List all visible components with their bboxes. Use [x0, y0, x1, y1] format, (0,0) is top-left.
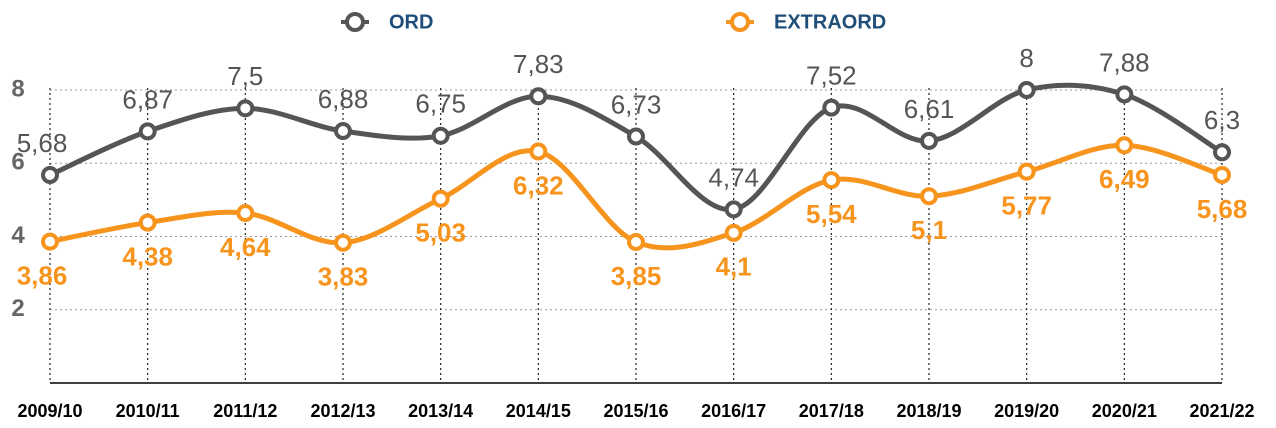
point [236, 99, 255, 118]
x-tick-label: 2016/17 [701, 401, 766, 421]
data-label: 5,1 [911, 215, 947, 245]
data-label: 6,49 [1099, 164, 1150, 194]
data-label: 3,85 [611, 261, 662, 291]
point [1213, 165, 1231, 184]
point [1115, 85, 1134, 104]
x-tick-label: 2013/14 [408, 401, 473, 421]
data-label: 6,88 [318, 84, 369, 114]
data-label: 5,54 [806, 199, 857, 229]
data-label: 6,61 [904, 94, 955, 124]
legend-label: EXTRAORD [774, 11, 886, 33]
x-tick-label: 2015/16 [603, 401, 668, 421]
x-tick-label: 2011/12 [213, 401, 277, 421]
data-label: 6,73 [611, 89, 662, 119]
data-label: 5,03 [415, 218, 466, 248]
x-tick-label: 2009/10 [17, 401, 82, 421]
x-tick-label: 2021/22 [1189, 401, 1254, 421]
data-label: 7,52 [806, 60, 857, 90]
data-label: 5,77 [1001, 191, 1052, 221]
point [334, 233, 352, 252]
data-label: 4,38 [122, 241, 173, 271]
point [1017, 162, 1036, 181]
data-label: 5,68 [17, 128, 68, 158]
y-tick-label: 2 [11, 295, 24, 322]
point [236, 204, 255, 223]
x-tick-label: 2014/15 [506, 401, 571, 421]
y-tick-label: 6 [11, 149, 24, 176]
point [1115, 136, 1134, 155]
data-label: 7,88 [1099, 47, 1150, 77]
legend-label: ORD [389, 11, 433, 33]
point [334, 122, 352, 141]
data-label: 4,64 [220, 232, 271, 262]
data-label: 3,86 [17, 261, 68, 291]
data-label: 3,83 [318, 262, 369, 292]
point [822, 171, 841, 190]
point [529, 142, 548, 161]
data-label: 6,87 [122, 84, 173, 114]
x-tick-label: 2019/20 [994, 401, 1059, 421]
point [431, 189, 450, 208]
point [724, 200, 743, 219]
legend-marker [730, 12, 750, 32]
data-label: 6,32 [513, 170, 564, 200]
point [41, 232, 59, 251]
y-tick-label: 4 [11, 222, 25, 249]
data-label: 6,75 [415, 89, 466, 119]
point [1213, 143, 1231, 162]
x-tick-label: 2018/19 [896, 401, 961, 421]
data-label: 7,5 [227, 61, 263, 91]
data-label: 8 [1019, 43, 1033, 73]
point [138, 122, 157, 141]
x-tick-label: 2012/13 [310, 401, 375, 421]
point [627, 232, 645, 251]
point [920, 187, 938, 206]
x-tick-label: 2010/11 [116, 401, 180, 421]
data-label: 5,68 [1197, 194, 1248, 224]
legend-marker [345, 12, 365, 32]
point [1017, 81, 1036, 99]
point [724, 223, 743, 242]
data-label: 4,74 [708, 162, 759, 192]
data-label: 7,83 [513, 49, 564, 79]
data-label: 4,1 [716, 252, 752, 282]
point [138, 213, 157, 232]
data-label: 6,3 [1204, 105, 1240, 135]
point [431, 126, 450, 145]
point [920, 131, 938, 150]
x-tick-label: 2020/21 [1092, 401, 1157, 421]
point [627, 127, 645, 146]
x-tick-label: 2017/18 [799, 401, 864, 421]
y-tick-label: 8 [11, 75, 24, 102]
point [822, 98, 841, 117]
point [529, 87, 548, 106]
point [41, 165, 59, 184]
